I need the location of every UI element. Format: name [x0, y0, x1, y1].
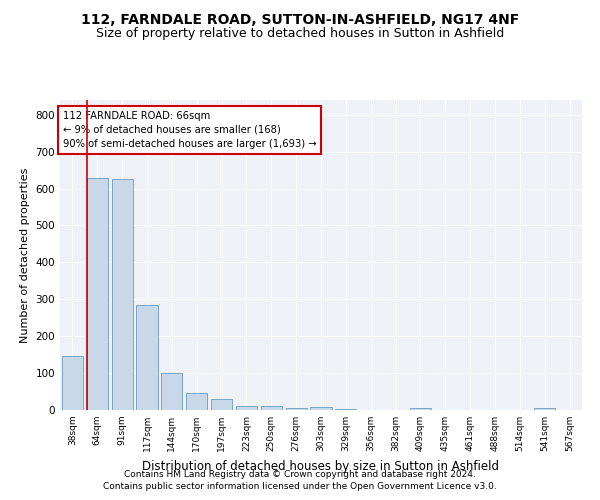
Bar — [286, 408, 307, 410]
Text: 112, FARNDALE ROAD, SUTTON-IN-ASHFIELD, NG17 4NF: 112, FARNDALE ROAD, SUTTON-IN-ASHFIELD, … — [81, 12, 519, 26]
Bar — [161, 373, 182, 410]
Bar — [534, 408, 555, 410]
Bar — [211, 399, 232, 410]
Y-axis label: Number of detached properties: Number of detached properties — [20, 168, 30, 342]
Text: Contains HM Land Registry data © Crown copyright and database right 2024.: Contains HM Land Registry data © Crown c… — [124, 470, 476, 479]
Text: Contains public sector information licensed under the Open Government Licence v3: Contains public sector information licen… — [103, 482, 497, 491]
Bar — [112, 180, 133, 410]
Text: 112 FARNDALE ROAD: 66sqm
← 9% of detached houses are smaller (168)
90% of semi-d: 112 FARNDALE ROAD: 66sqm ← 9% of detache… — [62, 111, 316, 149]
Bar — [410, 408, 431, 410]
Bar — [136, 305, 158, 410]
Bar — [236, 406, 257, 410]
Bar — [310, 407, 332, 410]
Bar — [261, 406, 282, 410]
Bar — [62, 356, 83, 410]
X-axis label: Distribution of detached houses by size in Sutton in Ashfield: Distribution of detached houses by size … — [143, 460, 499, 472]
Text: Size of property relative to detached houses in Sutton in Ashfield: Size of property relative to detached ho… — [96, 28, 504, 40]
Bar — [87, 178, 108, 410]
Bar — [186, 392, 207, 410]
